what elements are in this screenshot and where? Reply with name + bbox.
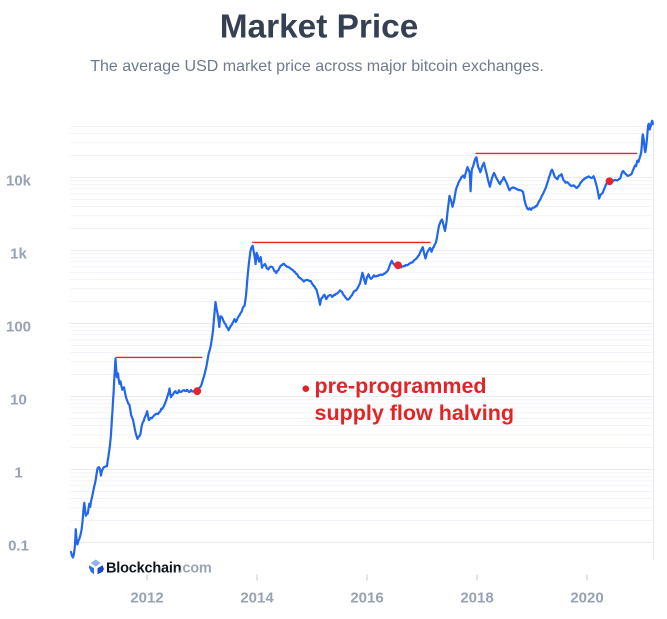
svg-text:2012: 2012 (130, 590, 163, 607)
svg-text:.com: .com (179, 560, 212, 576)
svg-text:2016: 2016 (350, 590, 383, 607)
svg-text:pre-programmed: pre-programmed (315, 374, 487, 398)
svg-text:1: 1 (14, 465, 22, 482)
svg-text:2014: 2014 (240, 590, 274, 607)
svg-text:1k: 1k (10, 246, 27, 263)
svg-text:100: 100 (6, 319, 31, 336)
svg-text:2018: 2018 (460, 590, 493, 607)
svg-text:supply flow halving: supply flow halving (315, 401, 514, 425)
svg-text:Blockchain: Blockchain (106, 560, 181, 576)
svg-text:0.1: 0.1 (8, 538, 29, 555)
svg-text:10: 10 (10, 392, 27, 409)
svg-text:Market Price: Market Price (220, 9, 419, 46)
svg-text:2020: 2020 (570, 590, 603, 607)
svg-text:10k: 10k (6, 173, 32, 190)
svg-text:The average USD market price a: The average USD market price across majo… (90, 58, 544, 75)
